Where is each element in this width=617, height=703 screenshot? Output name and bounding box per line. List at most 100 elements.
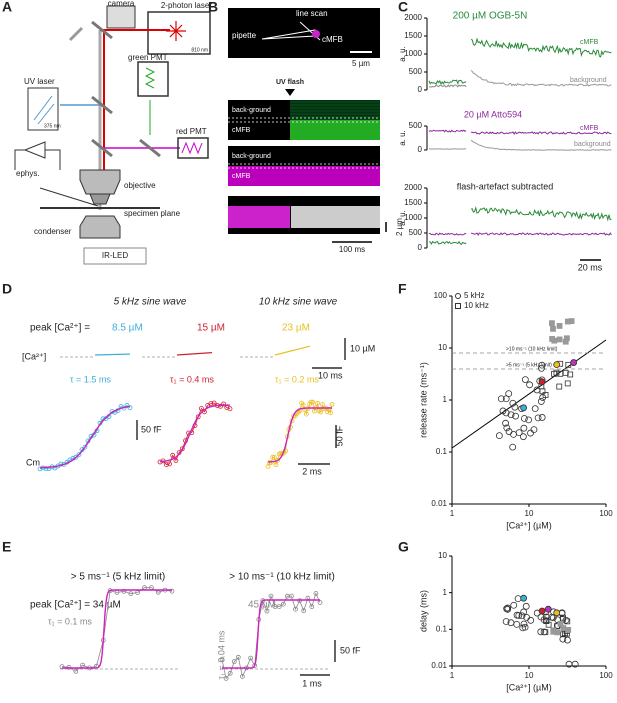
sample-point [170, 452, 176, 458]
trace [470, 37, 612, 58]
sample-point [265, 463, 271, 469]
label: condenser [34, 227, 72, 236]
scatter-point [511, 403, 519, 411]
scatter-point [570, 359, 578, 366]
scatter-point [538, 414, 546, 421]
axis-label: a. u. [398, 210, 407, 226]
label: cMFB [232, 127, 251, 134]
scatter-point [505, 390, 513, 398]
scatter-point [538, 378, 546, 386]
label: pipette [232, 31, 257, 40]
label: 10 µM [350, 343, 375, 353]
sample-point [315, 400, 321, 406]
sample-point [73, 454, 79, 460]
line [94, 353, 131, 356]
scatter-point [505, 428, 513, 435]
scatter-point [553, 609, 561, 617]
y-tick-label: 10 [438, 551, 447, 560]
sample-point [268, 593, 274, 599]
scatter-point [520, 594, 528, 602]
sample-point [313, 591, 319, 596]
trace [470, 232, 612, 236]
scatter-point [571, 660, 579, 668]
trace [221, 592, 321, 680]
sample-point [302, 407, 308, 412]
scatter-point [562, 338, 569, 345]
axis-label: release rate (ms⁻¹) [418, 362, 428, 438]
legend-label: 5 kHz [464, 291, 484, 300]
scatter-point [565, 361, 572, 368]
sample-point [248, 655, 254, 661]
label: > 10 ms⁻¹ (10 kHz limit) [229, 572, 335, 583]
legend-marker [455, 303, 461, 309]
trace [429, 84, 467, 88]
scatter-point [556, 323, 563, 329]
label: >5 ms⁻¹ (5 kHz limit) [506, 362, 552, 368]
scatter-point [510, 601, 518, 609]
label: ephys. [16, 169, 40, 178]
y-tick-label: 2000 [404, 183, 422, 192]
sample-point [73, 668, 79, 674]
scatter-point [507, 411, 515, 419]
scatter-point [534, 414, 542, 422]
label: red PMT [176, 127, 207, 136]
trace [428, 129, 467, 133]
label: peak [Ca²⁺] = 34 µM [30, 600, 121, 611]
label: 8.5 µM [112, 323, 143, 334]
label: 10 kHz sine wave [259, 297, 338, 308]
sample-point [173, 458, 179, 463]
sample-point [127, 405, 133, 411]
scatter-point [537, 398, 545, 405]
label: 50 fF [141, 424, 162, 434]
scatter-point [504, 604, 512, 612]
scatter-point [542, 392, 549, 398]
scatter-point [565, 626, 572, 633]
sample-point [223, 676, 229, 681]
scatter-point [502, 618, 510, 625]
scatter-point [549, 320, 555, 327]
scatter-point [557, 370, 564, 377]
trace [470, 70, 612, 87]
panel-label: A [2, 0, 12, 15]
scatter-point [510, 430, 517, 438]
scatter-point [544, 605, 552, 613]
scatter-point [497, 395, 505, 403]
sample-point [273, 462, 279, 468]
label: 50 fF [334, 425, 344, 446]
label: UV laser [24, 77, 55, 86]
scatter-point [538, 607, 546, 615]
y-tick-label: 0.01 [431, 499, 447, 508]
scatter-point [556, 383, 563, 390]
sample-point [267, 460, 273, 466]
sample-point [239, 674, 245, 679]
label: τ₁ = 0.4 ms [170, 374, 214, 384]
label: 5 µm [352, 59, 370, 68]
fit [62, 589, 172, 669]
axis-label: a. u. [398, 130, 407, 146]
trace [267, 401, 333, 467]
label: 375 nm [44, 123, 61, 129]
sample-point [218, 403, 223, 409]
label: UV flash [276, 79, 304, 86]
scatter-point [537, 628, 545, 636]
label: 20 ms [578, 262, 603, 272]
scatter-point [556, 336, 563, 343]
axis-label: a. u. [398, 46, 407, 62]
x-tick-label: 100 [599, 509, 613, 518]
scatter-point [560, 625, 567, 631]
label: 810 nm [191, 47, 208, 53]
sample-point [309, 604, 315, 610]
scatter-point [519, 624, 527, 632]
sample-point [219, 656, 225, 662]
sample-point [82, 444, 88, 450]
sample-point [221, 401, 227, 407]
trace [428, 79, 467, 86]
trace [428, 232, 467, 236]
fit [268, 407, 332, 463]
y-tick-label: 0 [418, 145, 423, 154]
scatter-point [513, 620, 521, 628]
label: τ₁ = 0.1 ms [48, 616, 92, 626]
scatter-point [520, 404, 528, 412]
scatter-point [512, 412, 519, 420]
label: > 5 ms⁻¹ (5 kHz limit) [71, 572, 165, 583]
